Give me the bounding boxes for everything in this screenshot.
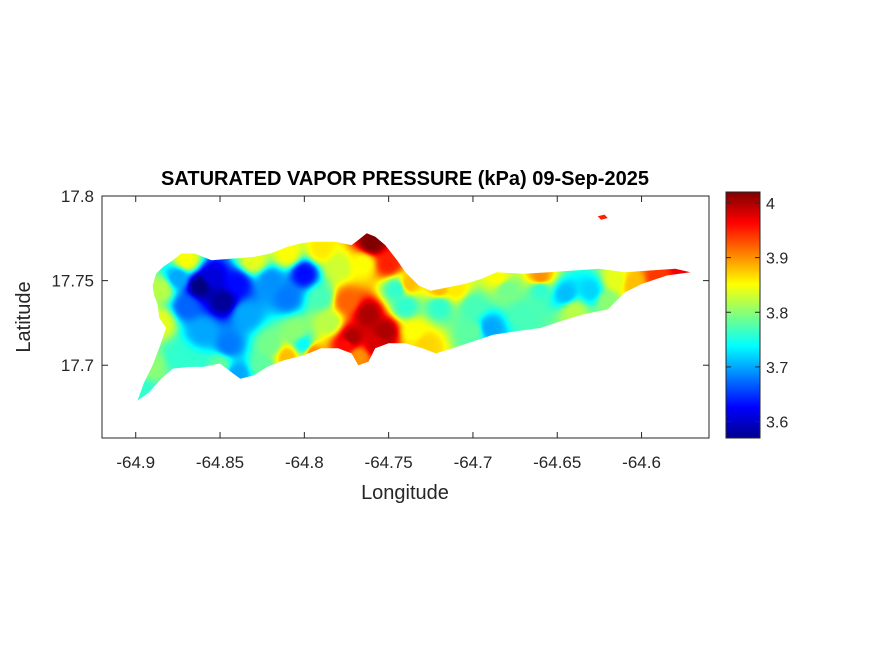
y-axis-ticks: 17.7 17.75 17.8 bbox=[51, 187, 709, 375]
colorbar-tick-label: 4 bbox=[766, 196, 775, 213]
x-axis-ticks: -64.9 -64.85 -64.8 -64.75 -64.7 -64.65 -64.6 bbox=[116, 196, 661, 472]
axes-frame bbox=[101, 195, 710, 439]
map-axes: -64.9 -64.85 -64.8 -64.75 -64.7 -64.65 -64.6 1… bbox=[51, 187, 710, 472]
x-tick-label: -64.9 bbox=[116, 453, 155, 472]
x-tick-label: -64.6 bbox=[622, 453, 661, 472]
colorbar-tick-label: 3.6 bbox=[766, 415, 788, 432]
x-tick-label: -64.75 bbox=[365, 453, 413, 472]
x-tick-label: -64.65 bbox=[533, 453, 581, 472]
colorbar-tick-label: 3.8 bbox=[766, 305, 788, 322]
y-axis-label: Latitude bbox=[13, 281, 35, 352]
y-tick-label: 17.75 bbox=[51, 272, 94, 291]
chart-title: SATURATED VAPOR PRESSURE (kPa) 09-Sep-20… bbox=[161, 168, 649, 190]
x-tick-label: -64.85 bbox=[196, 453, 244, 472]
colorbar-tick-label: 3.7 bbox=[766, 360, 788, 377]
x-axis-label: Longitude bbox=[361, 482, 449, 504]
x-tick-label: -64.7 bbox=[454, 453, 493, 472]
y-tick-label: 17.8 bbox=[61, 187, 94, 206]
y-tick-label: 17.7 bbox=[61, 356, 94, 375]
colorbar-tick-label: 3.9 bbox=[766, 251, 788, 268]
colorbar: 3.6 3.7 3.8 3.9 4 bbox=[725, 191, 788, 439]
x-tick-label: -64.8 bbox=[285, 453, 324, 472]
colorbar-ticks: 3.6 3.7 3.8 3.9 4 bbox=[726, 196, 788, 432]
colorbar-gradient bbox=[725, 191, 761, 439]
